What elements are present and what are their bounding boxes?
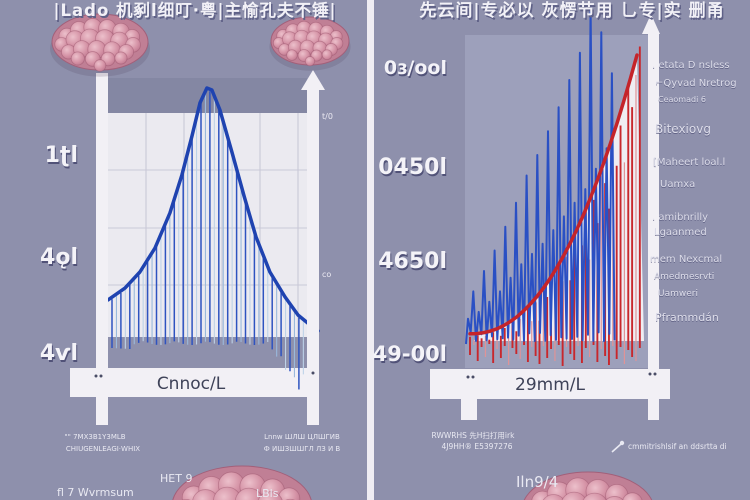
legend-group1-line3: Ceaomadi 6 (658, 95, 706, 104)
right-axis-tick-dot (466, 375, 470, 379)
left-caption-a-line1: "" 7MX3B1Y3MLB (64, 433, 125, 441)
legend-group2-line1: Bitexiovg (655, 122, 711, 136)
panel-divider (367, 0, 374, 500)
left-axis-tick-dot (99, 374, 103, 378)
callout-pointer-dot (619, 440, 625, 446)
legend-group5-line2: Amedmesrvti (654, 272, 714, 282)
legend-group6-line1: Pframmdán (655, 311, 719, 324)
right-up-arrow-icon (642, 14, 660, 34)
left-caption-a-line2: CHIUGENLEAGI·WHIX (66, 445, 140, 453)
left-y-label-2: 4ǫl (40, 245, 78, 270)
right-axis-tick-dot (648, 372, 652, 376)
right-y-label-3: 4650l (378, 249, 447, 274)
left-plot-top-band (108, 78, 307, 113)
left-caption-b-line2: Ф ИШЗШШГЛ ЛЗ И В (264, 445, 341, 453)
berry-top-left (50, 13, 150, 77)
right-axis-stub-bar (461, 398, 477, 420)
right-vertical-axis-bar (648, 32, 659, 420)
right-axis-unit-label: 29mm/L (515, 375, 585, 395)
legend-group1-line1: . etata D nsless (652, 60, 730, 71)
legend-group3-line2: Uamxa (660, 179, 695, 190)
left-berry-label-2: LBls (256, 487, 279, 500)
bottom-left-text: fl 7 Wvrmsum (57, 486, 134, 499)
legend-group5-line1: mem Nexcmal (650, 254, 722, 265)
callout-pointer-line (611, 443, 622, 453)
left-bell-chart (106, 86, 320, 390)
right-axis-tick-dot (471, 375, 475, 379)
left-axis-box (70, 368, 313, 397)
right-caption-line1: RWWRHS 先H扫打用irk (432, 430, 516, 440)
legend-group1-line2: ⌐Qyvad Nretrog (655, 78, 737, 89)
right-spike-chart (465, 4, 644, 366)
legend-group4-line2: Lgaanmed (654, 227, 707, 238)
left-plot-right-tick-1: t/0 (322, 112, 333, 121)
left-y-label-1: 1ʈl (45, 143, 78, 168)
right-y-label-1: 0ɜ/ool (384, 57, 447, 79)
callout-note-text: cmmitrishlsif an ddsrtta di (628, 442, 727, 451)
left-up-arrow-icon (301, 70, 325, 90)
left-title-shadow: |Lado 机剢l细叮·粤|主愉孔夫不锤| (55, 2, 338, 23)
left-title: |Lado 机剢l细叮·粤|主愉孔夫不锤| (53, 0, 336, 21)
legend-group5-line3: Uamweri (658, 289, 698, 299)
left-caption-b-line1: Lnnw ШЛШ ЦЛШГИВ (264, 433, 340, 441)
left-axis-tick-dot (94, 374, 98, 378)
legend-group3-line1: [Maheert loal.l (653, 157, 725, 168)
right-axis-box (430, 369, 670, 399)
legend-group4-line1: . amibnrilly (652, 212, 708, 223)
left-axis-tick-dot (311, 371, 315, 375)
right-axis-tick-dot (653, 372, 657, 376)
berry-bottom-right (523, 471, 653, 500)
right-berry-label: Iln9/4 (516, 473, 558, 491)
right-y-label-4: 49-00l (373, 342, 447, 366)
left-axis-unit-label: Cnnoc/L (157, 374, 226, 394)
left-y-label-3: 4ѵl (40, 341, 78, 366)
right-y-label-2: 0450l (378, 155, 447, 180)
gland-berry-illustrations (50, 13, 653, 500)
left-plot-area (108, 113, 307, 337)
left-plot-gridlines (108, 113, 307, 337)
berry-top-right (269, 16, 351, 71)
left-plot-right-tick-2: co (322, 270, 331, 279)
left-berry-label-1: HET 9 (160, 472, 192, 485)
berry-bottom-left (172, 465, 312, 500)
left-right-axis-bar (307, 88, 319, 425)
right-title: 先云间|专必以 灰愣节用 乚专|实 删甬 (419, 0, 724, 21)
right-caption-line2: 4J9HH® E5397276 (441, 442, 512, 451)
right-title-shadow: 先云间|专必以 灰愣节用 乚专|实 删甬 (421, 2, 726, 23)
left-y-axis-bar (96, 73, 108, 425)
